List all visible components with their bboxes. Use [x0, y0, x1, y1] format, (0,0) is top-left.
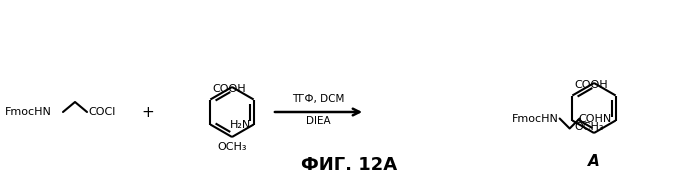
Text: H₂N: H₂N — [230, 120, 251, 129]
Text: COOH: COOH — [212, 84, 246, 95]
Text: DIEA: DIEA — [306, 116, 331, 126]
Text: ФИГ. 12А: ФИГ. 12А — [301, 156, 397, 174]
Text: COHN: COHN — [579, 114, 611, 123]
Text: COCl: COCl — [88, 107, 115, 117]
Text: A: A — [588, 154, 600, 168]
Text: +: + — [142, 105, 154, 120]
Text: FmocHN: FmocHN — [5, 107, 52, 117]
Text: ТГФ, DCM: ТГФ, DCM — [292, 94, 345, 104]
Text: OCH₃: OCH₃ — [217, 142, 247, 152]
Text: FmocHN: FmocHN — [512, 114, 558, 123]
Text: OCH₃: OCH₃ — [574, 123, 604, 132]
Text: COOH: COOH — [574, 80, 608, 91]
